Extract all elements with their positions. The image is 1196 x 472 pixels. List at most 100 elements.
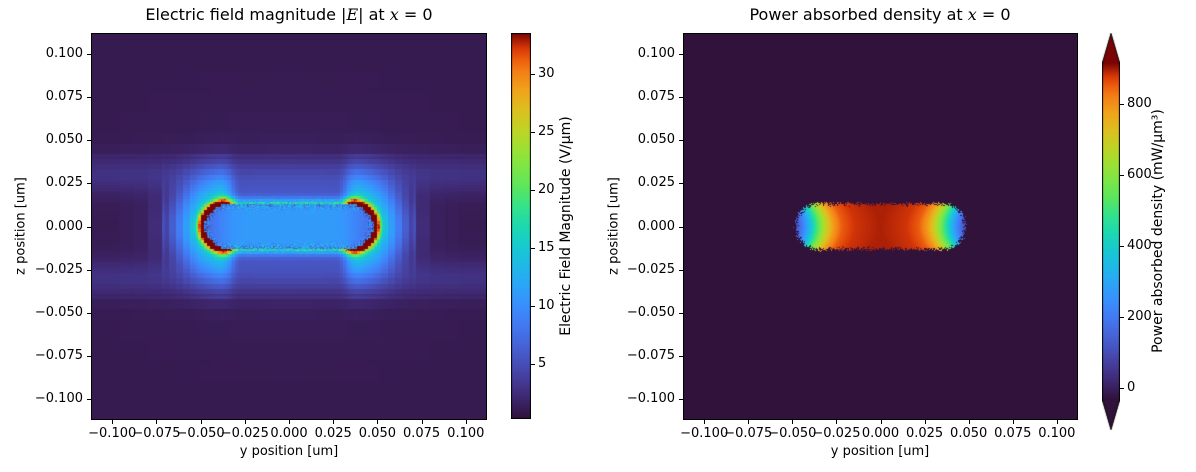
colorbar-tick xyxy=(531,131,535,133)
colorbar-tick-label: 10 xyxy=(538,298,555,314)
power-heatmap-canvas xyxy=(683,33,1078,420)
x-tick-label: −0.025 xyxy=(812,426,861,441)
colorbar-tick xyxy=(1120,316,1124,318)
axes-frame xyxy=(91,33,487,420)
colorbar-label-power: Power absorbed density (mW/μm³) xyxy=(1150,109,1166,353)
x-tick-label: 0.050 xyxy=(358,426,396,441)
y-tick xyxy=(87,140,91,142)
y-tick xyxy=(87,183,91,185)
y-tick xyxy=(679,356,683,358)
x-tick-label: −0.075 xyxy=(132,426,181,441)
plot-title-efield: Electric field magnitude |E| at x = 0 xyxy=(145,5,433,24)
colorbar-tick xyxy=(1120,103,1124,105)
y-tick-label: −0.050 xyxy=(34,304,83,320)
colorbar-tick xyxy=(1120,174,1124,176)
colorbar-tick xyxy=(531,189,535,191)
x-tick xyxy=(1012,420,1014,424)
y-tick xyxy=(679,269,683,271)
y-tick-label: 0.075 xyxy=(45,88,83,104)
y-tick-label: 0.050 xyxy=(45,132,83,148)
y-tick xyxy=(87,356,91,358)
x-tick-label: 0.075 xyxy=(402,426,441,441)
x-tick xyxy=(156,420,158,424)
y-tick-label: 0.050 xyxy=(637,132,675,148)
y-tick-label: −0.075 xyxy=(626,348,675,364)
y-tick xyxy=(679,53,683,55)
y-tick xyxy=(87,226,91,228)
colorbar-canvas-power xyxy=(1102,33,1120,430)
y-tick-label: 0.000 xyxy=(45,218,83,234)
efield-heatmap-canvas xyxy=(91,33,487,420)
x-tick-label: −0.075 xyxy=(724,426,773,441)
x-tick-label: 0.100 xyxy=(447,426,485,441)
x-tick xyxy=(968,420,970,424)
x-tick-label: 0.050 xyxy=(950,426,988,441)
colorbar-tick xyxy=(531,73,535,75)
axes-frame xyxy=(683,33,1078,420)
y-tick xyxy=(87,312,91,314)
x-tick-label: 0.025 xyxy=(314,426,352,441)
y-tick xyxy=(679,399,683,401)
colorbar-tick-label: 400 xyxy=(1127,237,1152,253)
colorbar-tick-label: 0 xyxy=(1127,379,1136,395)
y-tick-label: 0.100 xyxy=(45,45,83,61)
colorbar-tick-label: 25 xyxy=(538,123,555,139)
x-tick-label: 0.000 xyxy=(861,426,900,441)
x-tick xyxy=(377,420,379,424)
colorbar-label-efield: Electric Field Magnitude (V/μm) xyxy=(558,116,574,336)
colorbar-tick-label: 5 xyxy=(538,356,547,372)
x-axis-label: y position [um] xyxy=(239,444,339,459)
y-tick xyxy=(679,226,683,228)
colorbar-tick-label: 600 xyxy=(1127,166,1152,182)
x-tick xyxy=(704,420,706,424)
x-tick-label: 0.025 xyxy=(905,426,944,441)
x-axis-label: y position [um] xyxy=(830,444,930,459)
y-tick xyxy=(87,96,91,98)
x-tick-label: 0.100 xyxy=(1038,426,1076,441)
colorbar-tick-label: 15 xyxy=(538,240,555,256)
colorbar-tick xyxy=(1120,387,1124,389)
x-tick-label: −0.025 xyxy=(220,426,269,441)
x-tick-label: −0.050 xyxy=(176,426,225,441)
y-tick-label: −0.100 xyxy=(34,391,83,407)
x-tick xyxy=(1056,420,1058,424)
y-tick xyxy=(679,183,683,185)
colorbar-tick xyxy=(1120,245,1124,247)
x-tick xyxy=(421,420,423,424)
colorbar-canvas-efield xyxy=(511,33,531,419)
colorbar-tick-label: 30 xyxy=(538,65,555,81)
x-tick-label: 0.075 xyxy=(994,426,1032,441)
y-tick-label: −0.100 xyxy=(626,391,675,407)
colorbar-tick-label: 20 xyxy=(538,181,555,197)
colorbar-tick-label: 200 xyxy=(1127,308,1152,324)
y-tick-label: 0.075 xyxy=(637,88,675,104)
x-tick xyxy=(333,420,335,424)
plot-title-power: Power absorbed density at x = 0 xyxy=(749,5,1011,24)
x-tick-label: −0.100 xyxy=(680,426,729,441)
y-tick xyxy=(679,96,683,98)
x-tick xyxy=(244,420,246,424)
x-tick-label: −0.100 xyxy=(88,426,137,441)
x-tick-label: 0.000 xyxy=(270,426,308,441)
x-tick xyxy=(792,420,794,424)
x-tick xyxy=(289,420,290,424)
colorbar-tick xyxy=(531,364,535,366)
x-tick-label: −0.050 xyxy=(768,426,817,441)
x-tick xyxy=(200,420,202,424)
x-tick xyxy=(465,420,467,424)
y-tick-label: 0.025 xyxy=(45,175,83,191)
y-tick-label: −0.050 xyxy=(626,304,675,320)
x-tick xyxy=(112,420,114,424)
y-tick-label: −0.025 xyxy=(626,261,675,277)
colorbar-tick xyxy=(531,248,535,250)
y-tick-label: 0.025 xyxy=(637,175,675,191)
y-tick-label: −0.025 xyxy=(34,261,83,277)
y-tick xyxy=(679,312,683,314)
y-tick xyxy=(87,399,91,401)
y-tick-label: 0.000 xyxy=(637,218,675,234)
y-tick-label: −0.075 xyxy=(34,348,83,364)
y-tick xyxy=(87,269,91,271)
colorbar-tick-label: 800 xyxy=(1127,95,1152,111)
colorbar-tick xyxy=(531,306,535,308)
